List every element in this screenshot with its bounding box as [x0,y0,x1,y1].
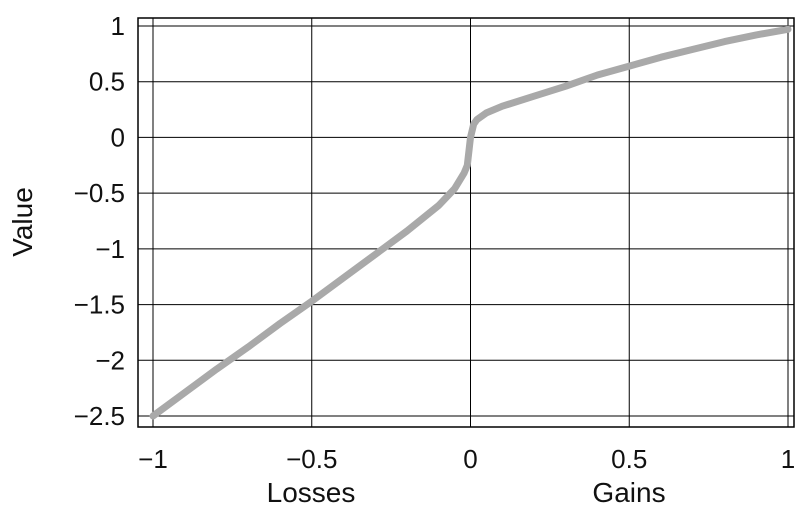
y-axis-label: Value [7,187,38,257]
x-tick-label: 0.5 [611,444,647,474]
x-axis-label-gains: Gains [592,477,665,507]
plot-frame [137,17,795,428]
y-tick-label: 0 [111,122,125,152]
y-tick-label: −2 [95,345,125,375]
x-tick-label: 0 [463,444,477,474]
x-tick-label: −0.5 [286,444,337,474]
grid [138,18,794,427]
y-tick-label: −0.5 [74,178,125,208]
value-function-line [149,25,792,420]
x-tick-label: −1 [138,444,168,474]
tick-labels: −1 −0.5 0 0.5 1 1 0.5 0 −0.5 −1 −1.5 −2 −2.5 [74,11,796,474]
series-group [149,25,792,420]
x-tick-label: 1 [781,444,795,474]
y-tick-label: 1 [111,11,125,41]
x-axis-label-losses: Losses [267,477,356,507]
y-tick-label: −2.5 [74,401,125,431]
y-tick-label: −1 [95,234,125,264]
y-tick-label: −1.5 [74,290,125,320]
y-tick-label: 0.5 [89,67,125,97]
